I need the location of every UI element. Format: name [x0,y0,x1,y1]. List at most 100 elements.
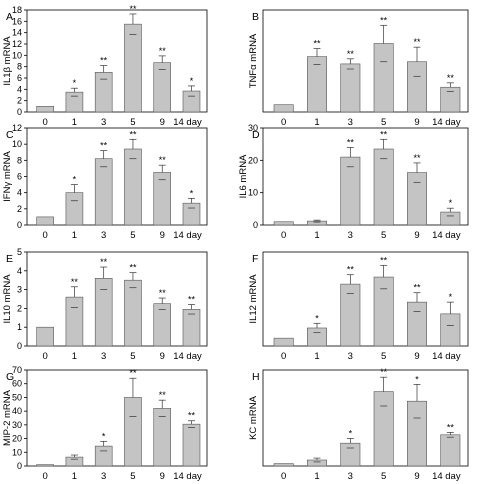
plot-frame [262,369,469,467]
x-tick-label: 14 day [173,351,202,362]
y-tick-label: 0 [17,220,22,230]
bar-h-0 [273,463,294,467]
y-tick-label: 18 [12,5,22,15]
significance-marker: * [190,76,194,86]
y-tick-label: 12 [12,123,22,133]
bar-e-0 [36,326,54,347]
y-tick-label: 0 [17,341,22,351]
bar-c-0 [36,216,54,226]
significance-marker: ** [347,49,355,59]
x-tick-label: 1 [72,471,77,482]
bar-c-2 [94,158,113,226]
y-tick-label: 5 [17,247,22,257]
bar-f-3 [373,276,394,347]
significance-marker: * [190,188,194,198]
x-tick-label: 5 [130,117,135,128]
x-tick-label: 9 [160,230,165,241]
x-tick-label: 9 [414,117,419,128]
significance-marker: * [349,428,353,438]
significance-marker: * [449,292,453,302]
panel-letter: B [252,11,259,23]
x-tick-label: 3 [101,117,106,128]
x-tick-label: 1 [314,471,319,482]
panel-letter: E [6,253,13,265]
y-tick-label: 1 [17,322,22,332]
significance-marker: ** [380,129,388,139]
bar-g-0 [36,464,54,467]
significance-marker: ** [129,129,137,139]
panel-e: E IL10 mRNA 0 1 2 3 4 5 0 ** 1 ** 3 ** 5 ** 9 ** 14 day [2,247,208,362]
significance-marker: ** [100,56,108,66]
significance-marker: * [73,78,77,88]
bar-h-3 [373,391,394,467]
significance-marker: ** [380,255,388,265]
y-tick-label: 6 [17,73,22,83]
bar-f-5 [440,313,461,347]
x-tick-label: 3 [348,471,353,482]
y-tick-label: 30 [12,420,22,430]
y-axis-label: IL6 mRNA [238,154,249,198]
y-axis-label: KC mRNA [248,395,259,439]
x-tick-label: 3 [348,230,353,241]
bar-g-3 [124,397,142,467]
significance-marker: ** [159,46,167,56]
bar-d-1 [307,220,327,226]
x-tick-label: 0 [281,351,286,362]
bar-c-5 [182,202,201,226]
bar-c-4 [153,172,172,226]
panel-g: G MIP-2 mRNA 0 10 20 30 40 50 60 70 0 1 * 3 ** 5 ** 9 ** 14… [2,365,208,482]
bar-e-4 [153,303,172,347]
bar-f-4 [407,301,427,347]
x-tick-label: 0 [42,471,47,482]
y-axis-label: IL12 mRNA [248,274,259,324]
x-tick-label: 3 [348,351,353,362]
y-tick-label: 6 [17,172,22,182]
y-tick-label: 2 [17,204,22,214]
panel-d: D IL6 mRNA 0 10 20 30 0 1 ** 3 ** 5 ** 9 * 14 day [238,123,469,241]
y-tick-label: 14 [12,28,22,38]
bar-d-3 [373,148,394,226]
significance-marker: ** [159,390,167,400]
significance-marker: ** [413,37,421,47]
y-tick-label: 20 [248,155,258,165]
x-tick-label: 5 [381,117,386,128]
y-axis-label: IL1β mRNA [2,36,13,86]
x-tick-label: 9 [414,230,419,241]
x-tick-label: 5 [130,230,135,241]
x-tick-label: 9 [160,471,165,482]
panel-h: H KC mRNA 0 1 * 3 ** 5 * 9 ** 14 day [248,367,469,482]
y-tick-label: 0 [17,107,22,117]
y-tick-label: 20 [12,434,22,444]
panel-f: F IL12 mRNA 0 * 1 ** 3 ** 5 ** 9 * 14 day [248,251,469,362]
panel-letter: D [252,129,260,141]
significance-marker: * [73,175,77,185]
plot-frame [26,251,208,347]
x-tick-label: 5 [381,471,386,482]
significance-marker: * [102,431,106,441]
significance-marker: ** [447,73,455,83]
significance-marker: ** [129,4,137,14]
significance-marker: * [449,198,453,208]
x-tick-label: 3 [101,230,106,241]
panel-c: C IFNγ mRNA 0 2 4 6 8 10 12 0 * 1 ** 3 ** 5 ** 9 * 14 day [2,123,208,241]
x-tick-label: 1 [72,117,77,128]
panel-letter: C [6,129,14,141]
bar-b-0 [273,104,294,113]
y-tick-label: 8 [17,155,22,165]
y-axis-label: TNFα mRNA [248,33,259,88]
bar-h-1 [307,459,327,467]
x-tick-label: 0 [42,117,47,128]
x-tick-label: 14 day [432,230,461,241]
significance-marker: ** [447,422,455,432]
panel-letter: H [252,371,260,383]
plot-frame [262,251,469,347]
significance-marker: ** [380,15,388,25]
x-tick-label: 5 [381,351,386,362]
plot-frame [262,9,469,113]
significance-marker: ** [413,153,421,163]
y-tick-label: 4 [17,266,22,276]
significance-marker: ** [347,137,355,147]
x-tick-label: 0 [281,230,286,241]
x-tick-label: 14 day [173,230,202,241]
